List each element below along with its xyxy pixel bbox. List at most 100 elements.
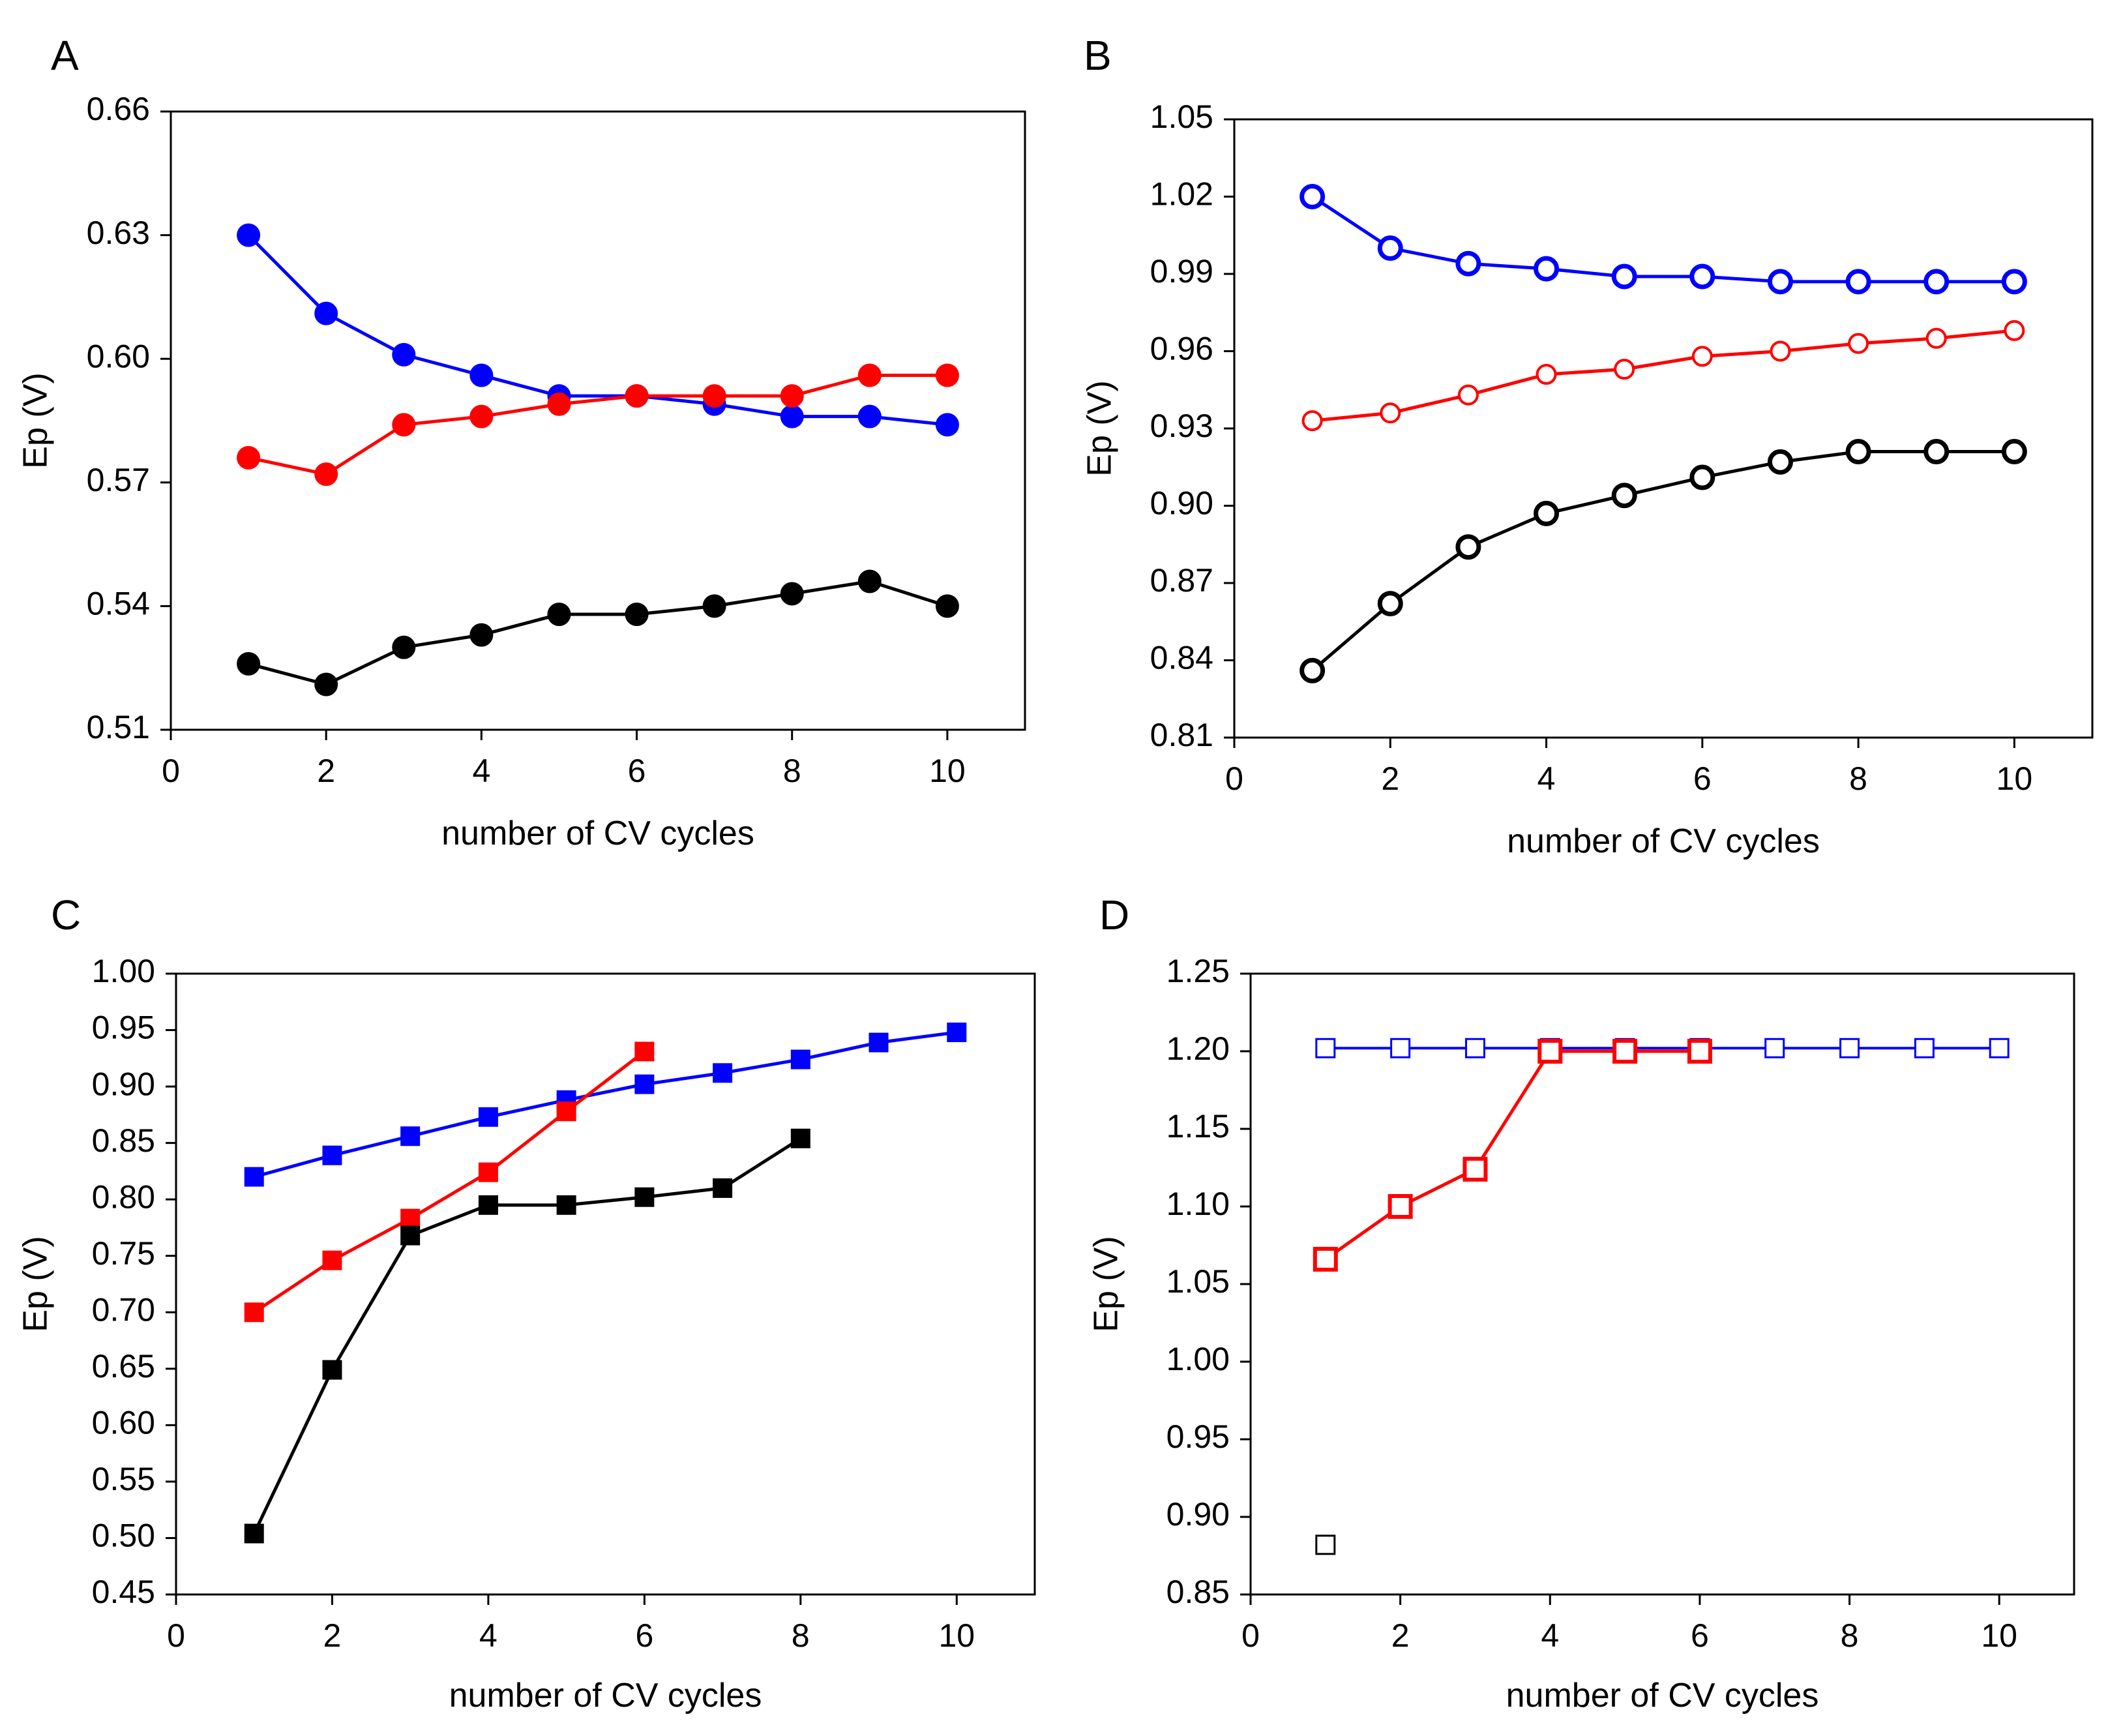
data-point: [556, 1101, 576, 1122]
data-point: [314, 301, 338, 325]
data-point: [780, 404, 804, 428]
x-tick-label: 0: [1225, 760, 1243, 797]
series-red: [244, 1041, 655, 1323]
y-tick-label: 1.00: [1166, 1341, 1230, 1377]
series-red: [1313, 1039, 1712, 1272]
data-point: [780, 384, 804, 408]
x-tick-label: 0: [162, 753, 180, 789]
plot-frame: [175, 972, 1036, 1596]
data-point: [392, 413, 416, 437]
data-point: [469, 363, 494, 387]
x-axis-title: number of CV cycles: [1507, 822, 1820, 860]
x-tick-label: 4: [472, 753, 490, 789]
series-line: [247, 233, 948, 427]
x-axis-title: number of CV cycles: [1506, 1677, 1819, 1714]
y-tick-label: 0.70: [92, 1291, 155, 1328]
data-point: [244, 1523, 264, 1544]
data-point: [1611, 263, 1637, 290]
data-point: [1848, 333, 1869, 354]
data-point: [1764, 1038, 1785, 1058]
data-point: [634, 1074, 655, 1094]
data-point: [244, 1167, 264, 1187]
series-line: [248, 579, 948, 686]
panel-b: B 0 2 4 6 8 10 1.05 1.02 0.99 0.96 0.93 0.90 0.87 0.84…: [1081, 32, 2094, 860]
series-blue: [1315, 1038, 2010, 1058]
data-point: [1464, 1038, 1485, 1058]
y-tick-label: 0.95: [1166, 1418, 1230, 1455]
data-point: [392, 342, 416, 367]
data-point: [322, 1250, 342, 1270]
panel-letter: A: [51, 32, 79, 79]
data-point: [625, 603, 649, 627]
data-point: [244, 1302, 264, 1323]
y-tick-label: 1.20: [1166, 1030, 1230, 1067]
series-line: [248, 373, 947, 476]
y-tick-label: 0.85: [92, 1122, 155, 1159]
data-point: [1687, 1039, 1712, 1064]
y-tick-label: 0.90: [92, 1066, 155, 1102]
series-red: [237, 363, 959, 486]
x-tick-label: 2: [323, 1617, 342, 1654]
y-tick-label: 0.66: [87, 91, 150, 127]
data-point: [935, 413, 959, 437]
data-point: [1455, 250, 1481, 277]
data-point: [1313, 1246, 1338, 1272]
data-point: [1845, 439, 1871, 465]
series-line: [253, 1050, 646, 1314]
x-tick-label: 8: [792, 1617, 810, 1654]
data-point: [1770, 340, 1791, 362]
data-point: [713, 1178, 733, 1198]
data-point: [1388, 1194, 1413, 1219]
series-blue: [244, 1023, 967, 1187]
data-point: [1845, 269, 1871, 295]
x-tick-label: 6: [1693, 760, 1712, 797]
y-tick-label: 0.60: [87, 338, 150, 374]
y-tick-label: 0.87: [1150, 562, 1213, 599]
data-point: [478, 1195, 498, 1215]
panel-letter: C: [51, 891, 81, 938]
series-line: [1312, 329, 2015, 423]
series-line: [1311, 450, 2015, 672]
y-axis-title: Ep (V): [17, 1236, 55, 1332]
y-axis-title: Ep (V): [1081, 380, 1119, 476]
data-point: [713, 1063, 733, 1083]
series-line: [1311, 195, 2015, 284]
data-point: [400, 1126, 421, 1146]
x-tick-label: 8: [783, 753, 801, 789]
x-tick-label: 0: [167, 1617, 185, 1654]
series-blue: [237, 223, 959, 437]
x-tick-label: 8: [1841, 1617, 1859, 1654]
data-point: [1989, 1038, 2010, 1058]
data-point: [790, 1128, 810, 1148]
data-point: [400, 1225, 421, 1246]
series-black: [1315, 1534, 1336, 1555]
data-point: [547, 392, 571, 416]
data-point: [868, 1032, 889, 1053]
y-tick-label: 0.90: [1150, 485, 1213, 522]
data-point: [1767, 269, 1793, 295]
data-point: [1925, 327, 1947, 349]
data-point: [237, 651, 261, 676]
data-point: [1380, 402, 1401, 424]
y-tick-label: 0.80: [92, 1178, 155, 1215]
series-line: [254, 1030, 957, 1178]
data-point: [478, 1107, 498, 1127]
x-axis-title: number of CV cycles: [449, 1677, 762, 1714]
data-point: [1611, 483, 1637, 509]
data-point: [1923, 269, 1950, 295]
x-tick-label: 6: [1691, 1617, 1709, 1654]
series-line: [252, 1137, 802, 1534]
y-tick-label: 1.15: [1166, 1108, 1230, 1145]
y-tick-label: 1.00: [92, 953, 155, 989]
data-point: [857, 569, 882, 593]
data-point: [1923, 439, 1950, 465]
x-tick-label: 10: [938, 1617, 975, 1654]
y-tick-label: 0.99: [1150, 253, 1213, 290]
y-tick-label: 0.57: [87, 462, 150, 498]
x-tick-label: 10: [929, 753, 966, 789]
y-tick-label: 0.55: [92, 1461, 155, 1497]
y-tick-label: 0.45: [92, 1574, 155, 1610]
y-tick-label: 1.25: [1166, 953, 1230, 989]
series-black: [237, 569, 959, 696]
panel-c: C 0 2 4 6 8 10 1.00 0.95 0.90 0.85 0.80 0.75 0.70 0.65…: [17, 891, 1036, 1714]
